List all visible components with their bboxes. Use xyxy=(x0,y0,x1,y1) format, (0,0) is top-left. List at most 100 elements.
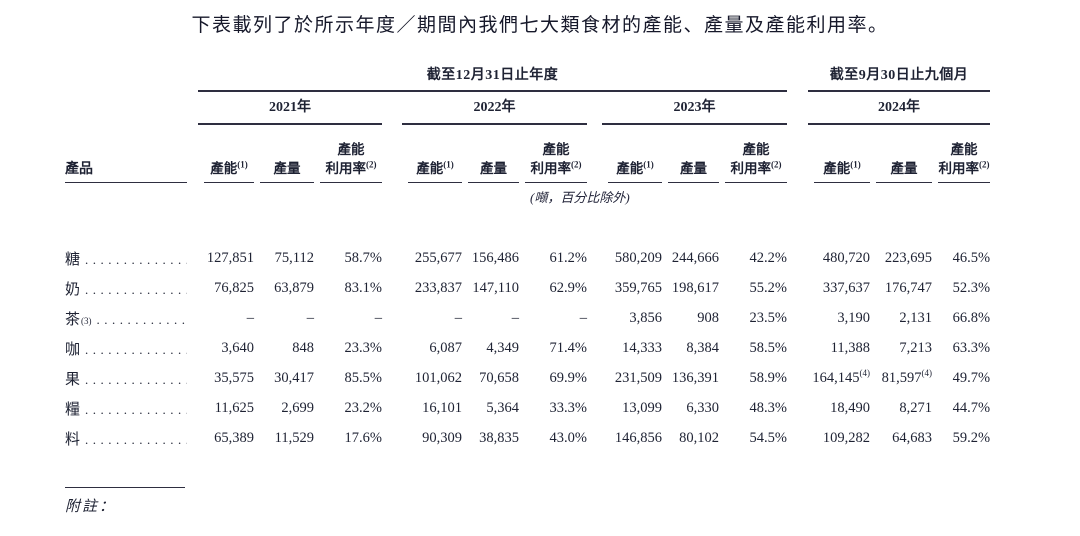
empty-cell xyxy=(787,92,808,125)
value-cell: 63.3% xyxy=(952,339,991,356)
value-footnote-marker: (4) xyxy=(859,367,871,378)
value-cell: 233,837 xyxy=(414,279,462,296)
util-line1: 產能 xyxy=(542,142,570,158)
value-cell: 8,271 xyxy=(899,399,933,416)
value-cell: 4,349 xyxy=(486,339,519,356)
value-cell: 64,683 xyxy=(892,429,933,446)
group-header-fy: 截至12月31日止年度 xyxy=(198,62,788,92)
value-cell: 908 xyxy=(697,309,719,326)
value-cell: 2,699 xyxy=(281,399,314,416)
dot-leader: ................ xyxy=(85,401,187,417)
value-cell: 54.5% xyxy=(749,429,788,446)
dot-leader: ................ xyxy=(85,371,187,387)
value-cell: 65,389 xyxy=(214,429,254,446)
value-cell: 6,087 xyxy=(429,339,462,356)
value-cell: 848 xyxy=(292,339,314,356)
value-cell: 83.1% xyxy=(344,279,382,296)
value-cell: 30,417 xyxy=(274,369,314,386)
value-cell: 11,388 xyxy=(830,339,871,356)
year-2021: 2021年 xyxy=(198,92,382,125)
value-cell: 11,625 xyxy=(214,399,254,416)
value-cell: 244,666 xyxy=(671,249,719,266)
util-line2: 利用率 xyxy=(730,161,772,177)
value-cell: 76,825 xyxy=(214,279,254,296)
product-name: 咖 xyxy=(65,341,81,358)
value-cell: 580,209 xyxy=(614,249,662,266)
empty-cell xyxy=(187,363,198,393)
util-footnote-marker: (2) xyxy=(366,159,377,170)
value-cell: – xyxy=(579,309,587,326)
empty-cell xyxy=(65,62,198,92)
empty-cell xyxy=(587,363,602,393)
util-line2: 利用率 xyxy=(325,161,367,177)
output-header-2023: 產量 xyxy=(662,125,719,183)
table-row: 果................ 35,575 30,417 85.5% 101,06… xyxy=(65,363,990,393)
capacity-header-2021: 產能(1) xyxy=(198,125,254,183)
value-cell: 8,384 xyxy=(686,339,719,356)
empty-cell xyxy=(382,333,402,363)
empty-cell xyxy=(587,423,602,453)
value-cell: 33.3% xyxy=(549,399,587,416)
value-cell: – xyxy=(511,309,519,326)
year-header-row: 2021年 2022年 2023年 2024年 xyxy=(65,92,991,125)
value-cell: 16,101 xyxy=(422,399,462,416)
value-cell: 71.4% xyxy=(549,339,587,356)
empty-cell xyxy=(65,92,198,125)
capacity-header-2023: 產能(1) xyxy=(602,125,662,183)
product-name: 糧 xyxy=(65,401,81,418)
utilization-header-2021: 產能利用率(2) xyxy=(314,125,382,183)
value-cell: 46.5% xyxy=(952,249,991,266)
product-cell: 果................ xyxy=(65,363,187,393)
value-cell: 3,640 xyxy=(221,339,254,356)
value-cell: 66.8% xyxy=(952,309,991,326)
table-header: 截至12月31日止年度 截至9月30日止九個月 2021年 2022年 20 xyxy=(65,62,991,243)
product-cell: 料................ xyxy=(65,423,187,453)
value-cell: 255,677 xyxy=(414,249,462,266)
value-cell: 2,131 xyxy=(899,309,933,326)
value-cell: 43.0% xyxy=(549,429,587,446)
value-cell: 42.2% xyxy=(749,249,788,266)
value-cell: 69.9% xyxy=(549,369,587,386)
utilization-header-2023: 產能 利用率(2) xyxy=(719,125,788,183)
dot-leader: ................ xyxy=(85,431,187,447)
value-cell: 58.9% xyxy=(749,369,788,386)
value-cell: – xyxy=(374,309,382,326)
empty-cell xyxy=(787,393,808,423)
product-cell: 糖................ xyxy=(65,243,187,273)
util-line2: 利用率 xyxy=(938,161,980,177)
empty-cell xyxy=(382,393,402,423)
empty-cell xyxy=(787,333,808,363)
output-header-2021: 產量 xyxy=(254,125,314,183)
value-cell: 85.5% xyxy=(344,369,382,386)
empty-cell xyxy=(187,333,198,363)
empty-cell xyxy=(187,243,198,273)
year-2023-label: 2023年 xyxy=(602,96,788,125)
value-cell: 18,490 xyxy=(830,399,871,416)
value-cell: 337,637 xyxy=(822,279,871,296)
capacity-table: 截至12月31日止年度 截至9月30日止九個月 2021年 2022年 20 xyxy=(65,62,991,453)
footnote-divider xyxy=(65,487,185,488)
empty-cell xyxy=(382,363,402,393)
value-cell: 62.9% xyxy=(549,279,587,296)
dot-leader: ................ xyxy=(85,251,187,267)
group-header-row: 截至12月31日止年度 截至9月30日止九個月 xyxy=(65,62,991,92)
empty-cell xyxy=(787,62,808,92)
capacity-header-2024: 產能(1) xyxy=(808,125,871,183)
capacity-footnote-marker: (1) xyxy=(443,159,454,170)
value-cell: 198,617 xyxy=(671,279,719,296)
value-cell: 136,391 xyxy=(671,369,719,386)
empty-cell xyxy=(587,273,602,303)
product-cell: 咖................ xyxy=(65,333,187,363)
table-body: 糖................ 127,851 75,112 58.7% 255,6… xyxy=(65,243,990,453)
value-cell: 176,747 xyxy=(884,279,933,296)
capacity-label: 產能 xyxy=(210,161,238,177)
unit-note: (噸，百分比除外) xyxy=(530,190,630,205)
capacity-label: 產能 xyxy=(416,161,444,177)
empty-cell xyxy=(187,393,198,423)
util-line1: 產能 xyxy=(337,142,365,158)
capacity-header-2022: 產能(1) xyxy=(402,125,462,183)
empty-cell xyxy=(382,92,402,125)
value-cell: 17.6% xyxy=(344,429,382,446)
value-cell: 11,529 xyxy=(274,429,314,446)
